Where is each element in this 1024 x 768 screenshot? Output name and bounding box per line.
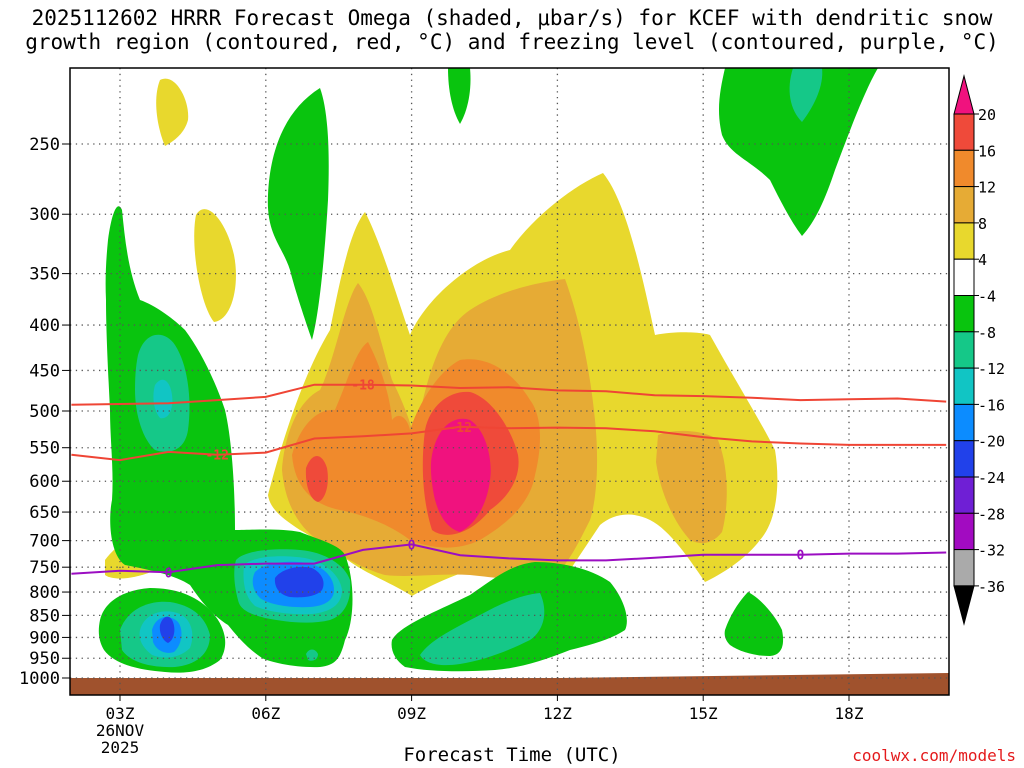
temperature-contours: -18 -12 -12 0 0 0: [71, 379, 947, 581]
colorbar-swatch: [953, 403, 975, 442]
colorbar-swatch: [953, 295, 975, 333]
title-line-2: growth region (contoured, red, °C) and f…: [25, 30, 999, 54]
contour-label: 0: [796, 549, 804, 564]
y-tick-label: 550: [29, 439, 60, 459]
colorbar-swatch: [953, 222, 975, 260]
chart-title: 2025112602 HRRR Forecast Omega (shaded, …: [0, 6, 1024, 54]
contour-dgz-top: [71, 383, 947, 406]
colorbar-swatch: [953, 258, 975, 297]
omega-region-magenta: [430, 418, 491, 532]
y-tick-label: 500: [29, 402, 60, 422]
omega-region-yellow-left: [194, 209, 236, 322]
colorbar: 20 16 12 8 4 -4 -8 -12 -16 -20 -24 -28 -32 -36: [953, 74, 1005, 626]
contour-label: 0: [165, 566, 173, 581]
omega-region-cyan-left: [153, 379, 173, 419]
y-tick-label: 250: [29, 135, 60, 155]
colorbar-swatch: [953, 512, 975, 551]
colorbar-label: -16: [978, 396, 1005, 414]
colorbar-swatch: [953, 113, 975, 151]
omega-region-navy-center: [274, 566, 324, 598]
colorbar-swatch: [953, 367, 975, 405]
colorbar-label: 20: [978, 106, 996, 124]
contour-label: -12: [205, 449, 228, 464]
omega-region-yellow-top: [156, 78, 189, 146]
x-tick-label: 15Z: [689, 704, 718, 723]
x-tick-label: 09Z: [397, 704, 426, 723]
colorbar-swatch: [953, 186, 975, 224]
omega-region-red-small: [305, 456, 328, 502]
colorbar-label: 16: [978, 142, 996, 160]
colorbar-label: -4: [978, 288, 996, 306]
contour-label: 0: [408, 538, 416, 553]
y-tick-label: 800: [29, 583, 60, 603]
omega-region-green-topcenter: [448, 68, 471, 124]
colorbar-label: -12: [978, 360, 1005, 378]
y-tick-label: 950: [29, 649, 60, 669]
omega-region-green-upper: [267, 88, 329, 340]
ground-surface-slope: [560, 673, 949, 680]
colorbar-label: -36: [978, 578, 1005, 596]
omega-region-navy-bottomleft: [159, 616, 175, 643]
y-tick-label: 750: [29, 558, 60, 578]
x-tick-label: 03Z: [106, 704, 135, 723]
colorbar-label: -8: [978, 324, 996, 342]
contour-dgz-bottom: [71, 425, 947, 462]
x-tick-label: 18Z: [835, 704, 864, 723]
x-axis-title: Forecast Time (UTC): [403, 744, 621, 766]
colorbar-arrow-bottom: [953, 585, 975, 626]
colorbar-label: -20: [978, 433, 1005, 451]
y-tick-label: 900: [29, 628, 60, 648]
colorbar-swatch: [953, 331, 975, 369]
plot-frame: [69, 67, 950, 696]
colorbar-label: -24: [978, 469, 1005, 487]
colorbar-swatch: [953, 549, 975, 587]
colorbar-label: 12: [978, 179, 996, 197]
y-tick-label: 400: [29, 316, 60, 336]
grid-lines: [70, 68, 949, 695]
y-axis: 2503003504004505005506006507007508008509…: [19, 135, 70, 689]
title-line-1: 2025112602 HRRR Forecast Omega (shaded, …: [31, 6, 993, 30]
colorbar-label: -28: [978, 505, 1005, 523]
colorbar-label: -32: [978, 542, 1005, 560]
colorbar-swatch: [953, 476, 975, 514]
y-tick-label: 300: [29, 205, 60, 225]
colorbar-swatch: [953, 440, 975, 478]
colorbar-label: 8: [978, 215, 987, 233]
omega-region-green-right: [724, 592, 784, 656]
contour-freezing-level: [71, 543, 947, 575]
contour-label: -18: [351, 379, 375, 394]
y-tick-label: 350: [29, 265, 60, 285]
y-tick-label: 650: [29, 503, 60, 523]
x-tick-label: 12Z: [543, 704, 572, 723]
x-date-label: 2025: [101, 738, 140, 757]
y-tick-label: 700: [29, 532, 60, 552]
omega-region-green-topright: [718, 68, 878, 236]
omega-region-teal-bottomcenter: [420, 593, 545, 666]
colorbar-label: 4: [978, 251, 987, 269]
y-tick-label: 450: [29, 361, 60, 381]
omega-field: [70, 68, 949, 695]
x-date-label: 26NOV: [96, 721, 145, 740]
y-tick-label: 850: [29, 606, 60, 626]
omega-region-teal-topright: [789, 68, 823, 122]
credit-text: coolwx.com/models: [852, 746, 1016, 765]
y-tick-label: 1000: [19, 669, 60, 689]
omega-region-orange-right: [656, 430, 727, 544]
x-tick-label: 06Z: [251, 704, 280, 723]
y-tick-label: 600: [29, 472, 60, 492]
contour-label: -12: [448, 421, 471, 436]
colorbar-swatch: [953, 149, 975, 188]
colorbar-arrow-top: [953, 74, 975, 115]
ground-surface: [70, 678, 949, 695]
